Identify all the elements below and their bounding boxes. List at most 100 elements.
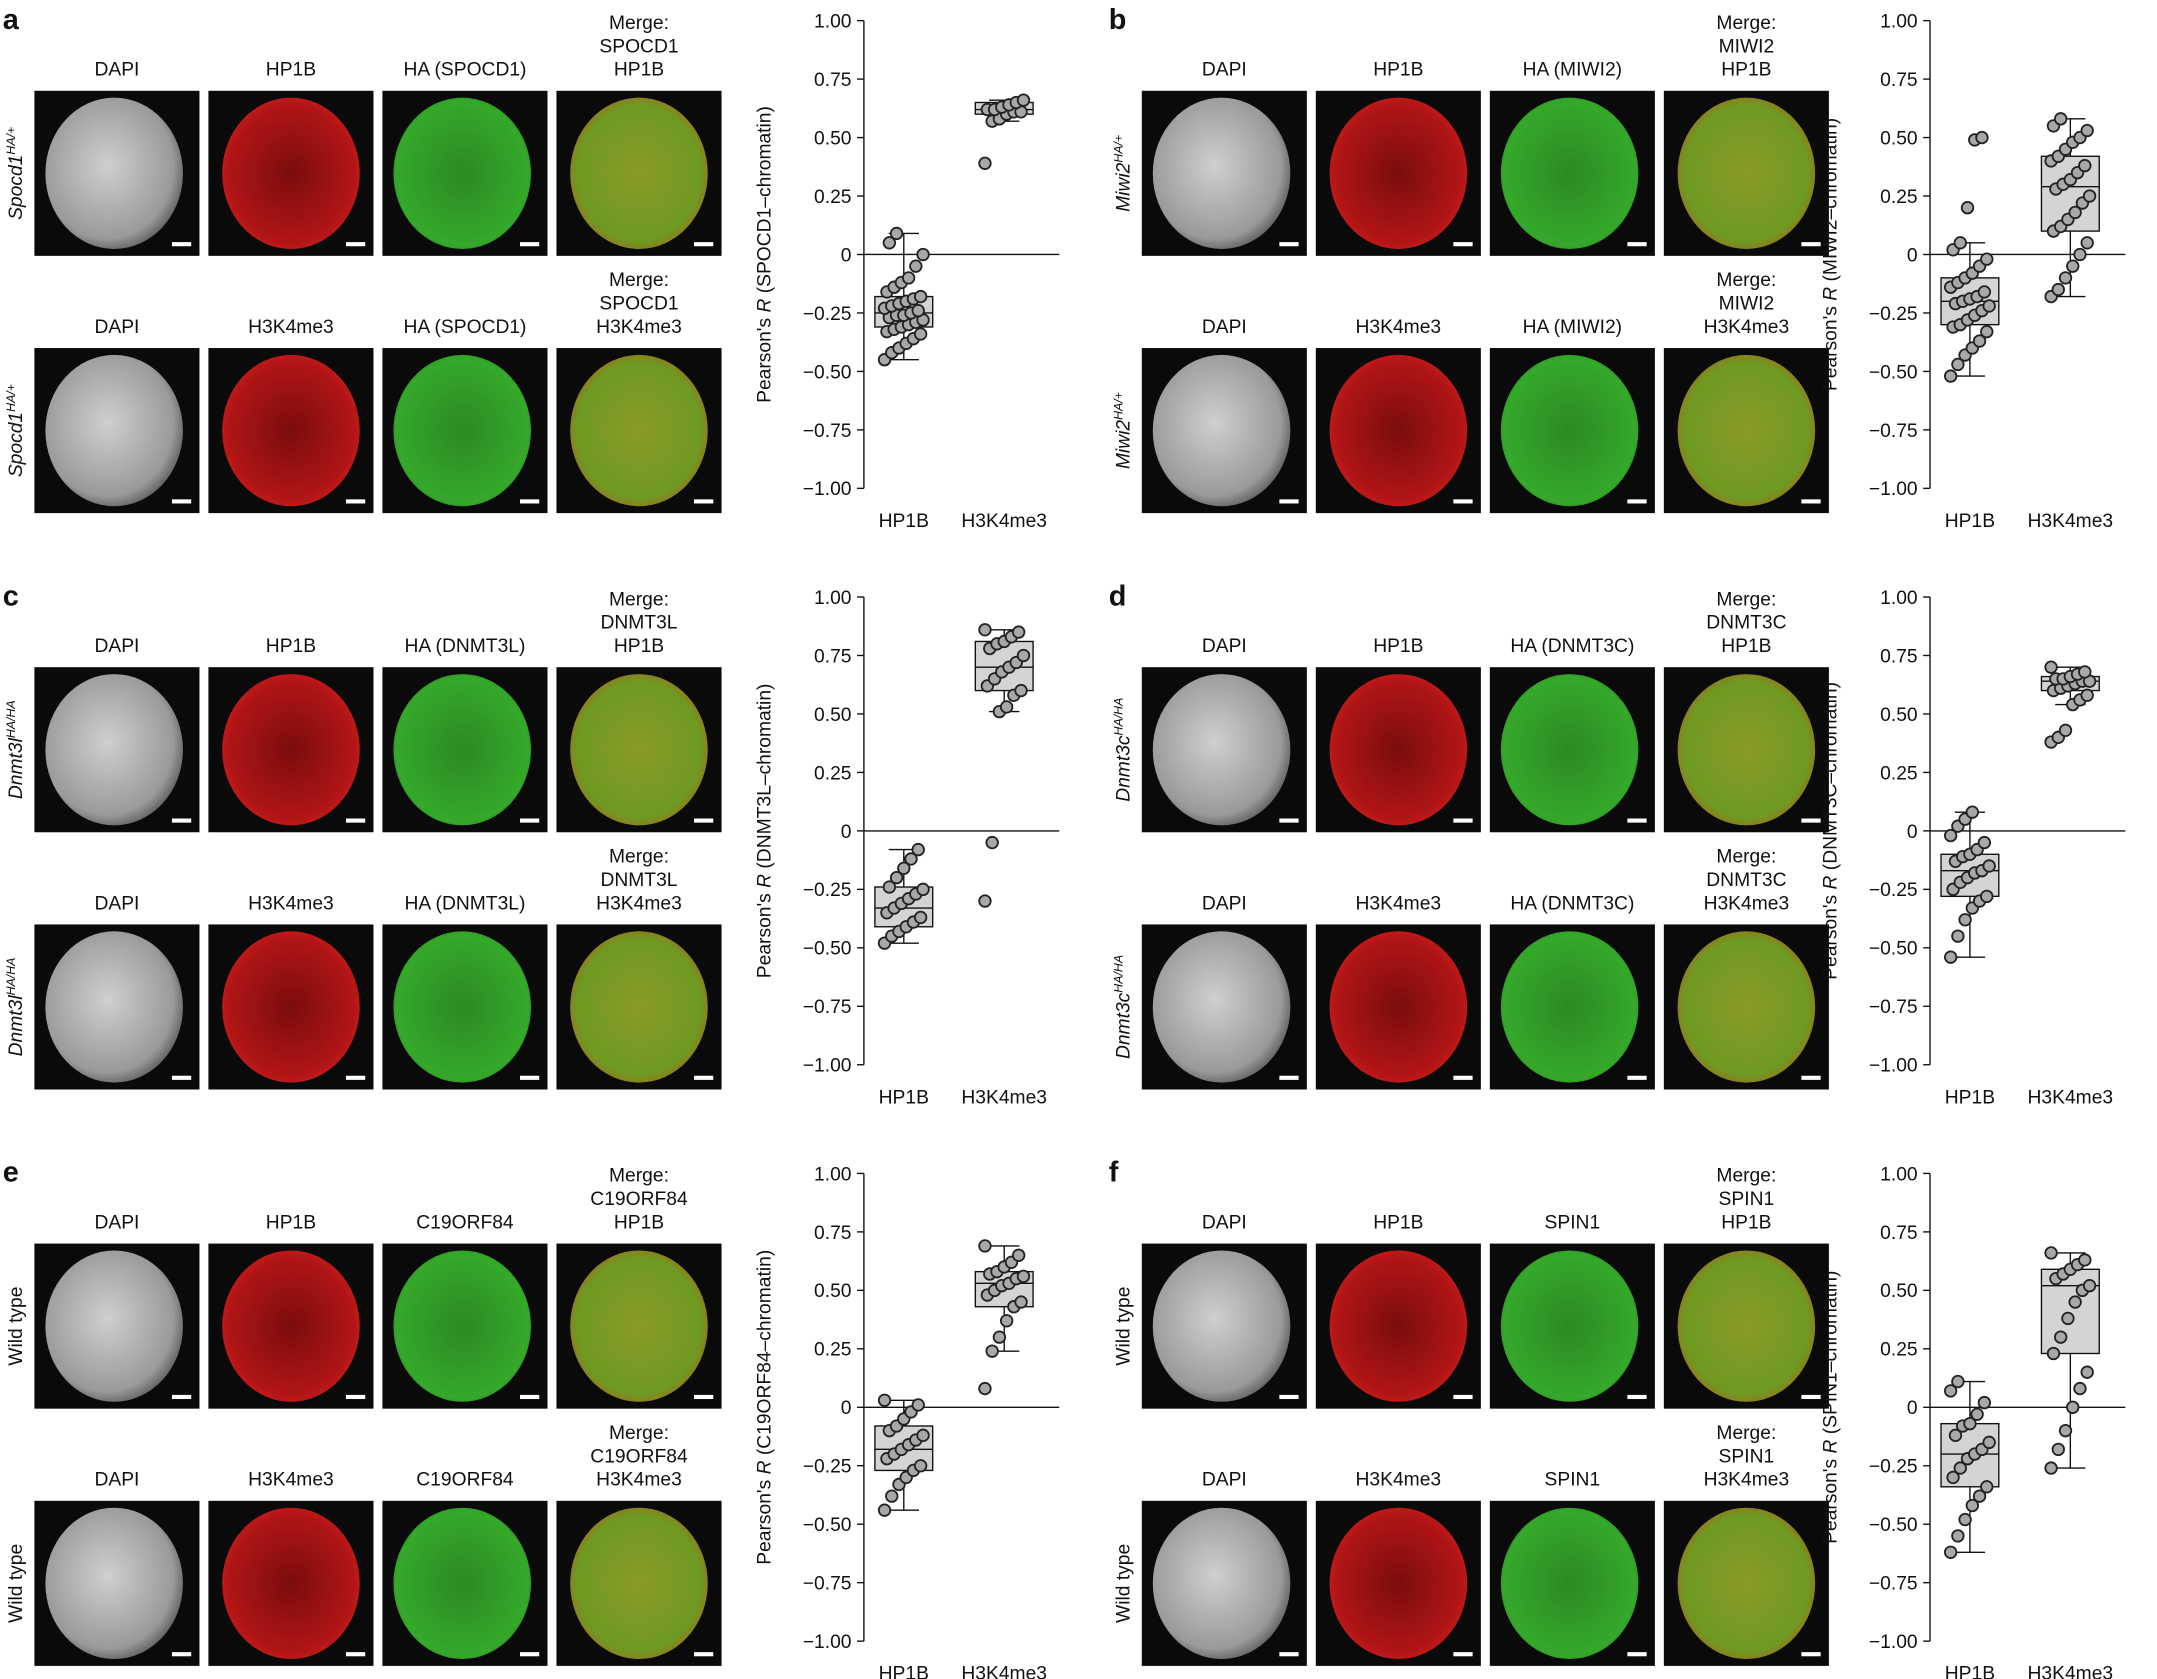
data-point <box>882 880 897 894</box>
column-header: DAPI <box>1202 317 1247 338</box>
data-point <box>1963 1416 1977 1431</box>
nucleus <box>222 674 360 826</box>
scale-bar <box>171 499 192 504</box>
column-header: DAPI <box>94 317 139 338</box>
nucleus <box>1152 97 1291 249</box>
y-tick-label: 0.75 <box>814 1223 851 1244</box>
column-header: Merge: <box>1716 1423 1776 1444</box>
y-tick-label: −0.50 <box>803 939 852 960</box>
column-header: Merge: <box>1716 13 1776 34</box>
nucleus <box>570 674 708 826</box>
nucleus <box>393 354 531 507</box>
column-header: HP1B <box>614 60 664 81</box>
genotype: Miwi2 <box>1113 162 1134 211</box>
nucleus <box>393 1507 531 1660</box>
genotype: Miwi2 <box>1113 420 1134 469</box>
y-tick-label: −1.00 <box>1869 1056 1918 1077</box>
nucleus <box>1152 931 1291 1083</box>
y-tick-label: −0.50 <box>1869 362 1918 383</box>
data-point <box>1011 1248 1026 1262</box>
scale-bar <box>519 1394 540 1400</box>
y-axis-label-part: (DNMT3C–chromatin) <box>1820 682 1841 876</box>
y-axis-label: Pearson's R (SPIN1–chromatin) <box>1820 1271 1841 1544</box>
y-axis-label-part: Pearson's <box>1820 1454 1841 1544</box>
data-point <box>1943 828 1958 843</box>
data-point <box>2054 112 2068 126</box>
nucleus <box>1329 97 1468 249</box>
nucleus <box>1500 1250 1639 1402</box>
data-point <box>978 156 992 170</box>
column-header: HP1B <box>1721 60 1771 81</box>
y-tick-label: 0 <box>841 245 852 266</box>
genotype: Dnmt3l <box>6 995 27 1057</box>
column-header: DNMT3L <box>600 613 677 634</box>
y-axis-label: Pearson's R (DNMT3C–chromatin) <box>1820 682 1841 980</box>
scale-bar <box>1801 499 1821 504</box>
column-header: SPOCD1 <box>599 294 678 315</box>
nucleus <box>45 1507 183 1660</box>
column-header: Merge: <box>609 270 669 291</box>
column-header: SPIN1 <box>1719 1189 1775 1210</box>
column-header: Merge: <box>609 13 669 34</box>
scale-bar <box>345 818 366 823</box>
data-point <box>1953 1461 1967 1475</box>
nucleus <box>570 931 708 1083</box>
y-axis-label: Pearson's R (MIWI2–chromatin) <box>1820 118 1841 391</box>
data-point <box>1965 805 1979 819</box>
y-axis-label-part: R <box>1820 1440 1841 1454</box>
y-tick-label: −0.25 <box>803 880 852 901</box>
genotype: Wild type <box>1113 1287 1134 1366</box>
genotype-superscript: HA/+ <box>1111 392 1125 420</box>
genotype: Wild type <box>6 1287 27 1366</box>
column-header: HP1B <box>1721 1212 1771 1233</box>
data-point <box>913 910 928 925</box>
data-point <box>2066 259 2080 273</box>
scale-bar <box>694 1394 714 1400</box>
y-axis-label: Pearson's R (C19ORF84–chromatin) <box>754 1250 775 1565</box>
data-point <box>897 861 911 875</box>
data-point <box>2078 665 2092 679</box>
data-point <box>1958 913 1972 927</box>
data-point <box>1982 299 1996 313</box>
y-tick-label: 1.00 <box>814 1164 851 1185</box>
data-point <box>882 236 897 250</box>
data-point <box>2068 1295 2082 1309</box>
genotype: Dnmt3c <box>1113 992 1134 1059</box>
nucleus <box>570 354 708 507</box>
data-point <box>1943 950 1958 964</box>
data-point <box>1951 929 1965 943</box>
y-tick-label: −1.00 <box>1869 1632 1918 1653</box>
row-label: Wild type <box>6 1544 27 1623</box>
y-axis-label-part: R <box>1820 287 1841 301</box>
nucleus <box>1677 674 1816 826</box>
scale-bar <box>519 1652 540 1657</box>
data-point <box>913 289 928 304</box>
scale-bar <box>345 499 366 504</box>
data-point <box>2080 123 2094 138</box>
column-header: H3K4me3 <box>1356 1470 1442 1491</box>
x-tick-label: H3K4me3 <box>961 1664 1047 1679</box>
genotype: Spocd1 <box>6 155 27 220</box>
data-point <box>2080 688 2094 702</box>
column-header: HP1B <box>1373 636 1423 657</box>
column-header: DNMT3C <box>1706 870 1786 891</box>
y-tick-label: 0 <box>1907 245 1918 266</box>
nucleus <box>1152 1507 1291 1660</box>
scale-bar <box>345 1394 366 1400</box>
data-point <box>2078 158 2092 173</box>
data-point <box>2054 1330 2068 1344</box>
y-tick-label: 0.25 <box>814 1340 851 1361</box>
scale-bar <box>345 1652 366 1657</box>
y-axis-label-part: (DNMT3L–chromatin) <box>754 684 775 874</box>
column-header: H3K4me3 <box>596 317 682 338</box>
column-header: C19ORF84 <box>590 1446 688 1467</box>
column-header: DAPI <box>1202 1470 1247 1491</box>
column-header: H3K4me3 <box>1356 317 1442 338</box>
genotype-superscript: HA/HA <box>1111 955 1125 993</box>
scale-bar <box>519 242 540 247</box>
x-tick-label: H3K4me3 <box>961 511 1047 532</box>
column-header: C19ORF84 <box>590 1189 688 1210</box>
column-header: SPIN1 <box>1545 1212 1601 1233</box>
data-point <box>1014 683 1028 698</box>
data-point <box>911 842 925 857</box>
